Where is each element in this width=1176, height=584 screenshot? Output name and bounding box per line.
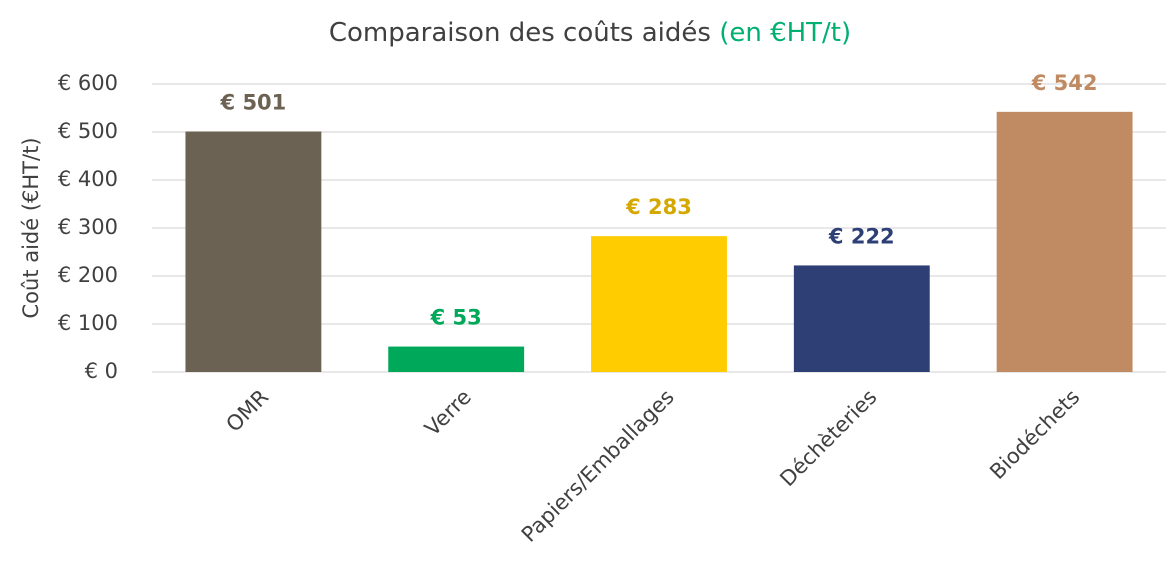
x-tick-label: Déchèteries: [775, 385, 881, 491]
y-tick-label: € 500: [58, 119, 118, 143]
y-tick-label: € 600: [58, 71, 118, 95]
bar: [996, 111, 1133, 372]
chart-title-unit: (en €HT/t): [719, 18, 851, 48]
chart-title-main: Comparaison des coûts aidés: [329, 18, 711, 48]
data-label: € 501: [220, 91, 287, 115]
bar: [388, 346, 525, 372]
chart-title: Comparaison des coûts aidés (en €HT/t): [329, 18, 851, 48]
data-label: € 542: [1031, 71, 1098, 95]
y-tick-label: € 100: [58, 311, 118, 335]
y-tick-label: € 200: [58, 263, 118, 287]
bar: [591, 236, 727, 372]
data-label: € 283: [625, 195, 692, 219]
bar: [185, 131, 322, 372]
x-tick-label: Biodéchets: [985, 385, 1084, 484]
x-tick-label: Verre: [420, 385, 476, 441]
y-tick-label: € 300: [58, 215, 118, 239]
x-tick-label: Papiers/Emballages: [517, 385, 679, 547]
y-tick-label: € 0: [85, 359, 118, 383]
x-tick-label: OMR: [221, 385, 273, 437]
data-label: € 222: [828, 224, 895, 248]
y-tick-label: € 400: [58, 167, 118, 191]
bar: [793, 265, 930, 372]
data-label: € 53: [430, 306, 482, 330]
y-axis-label: Coût aidé (€HT/t): [19, 137, 43, 318]
